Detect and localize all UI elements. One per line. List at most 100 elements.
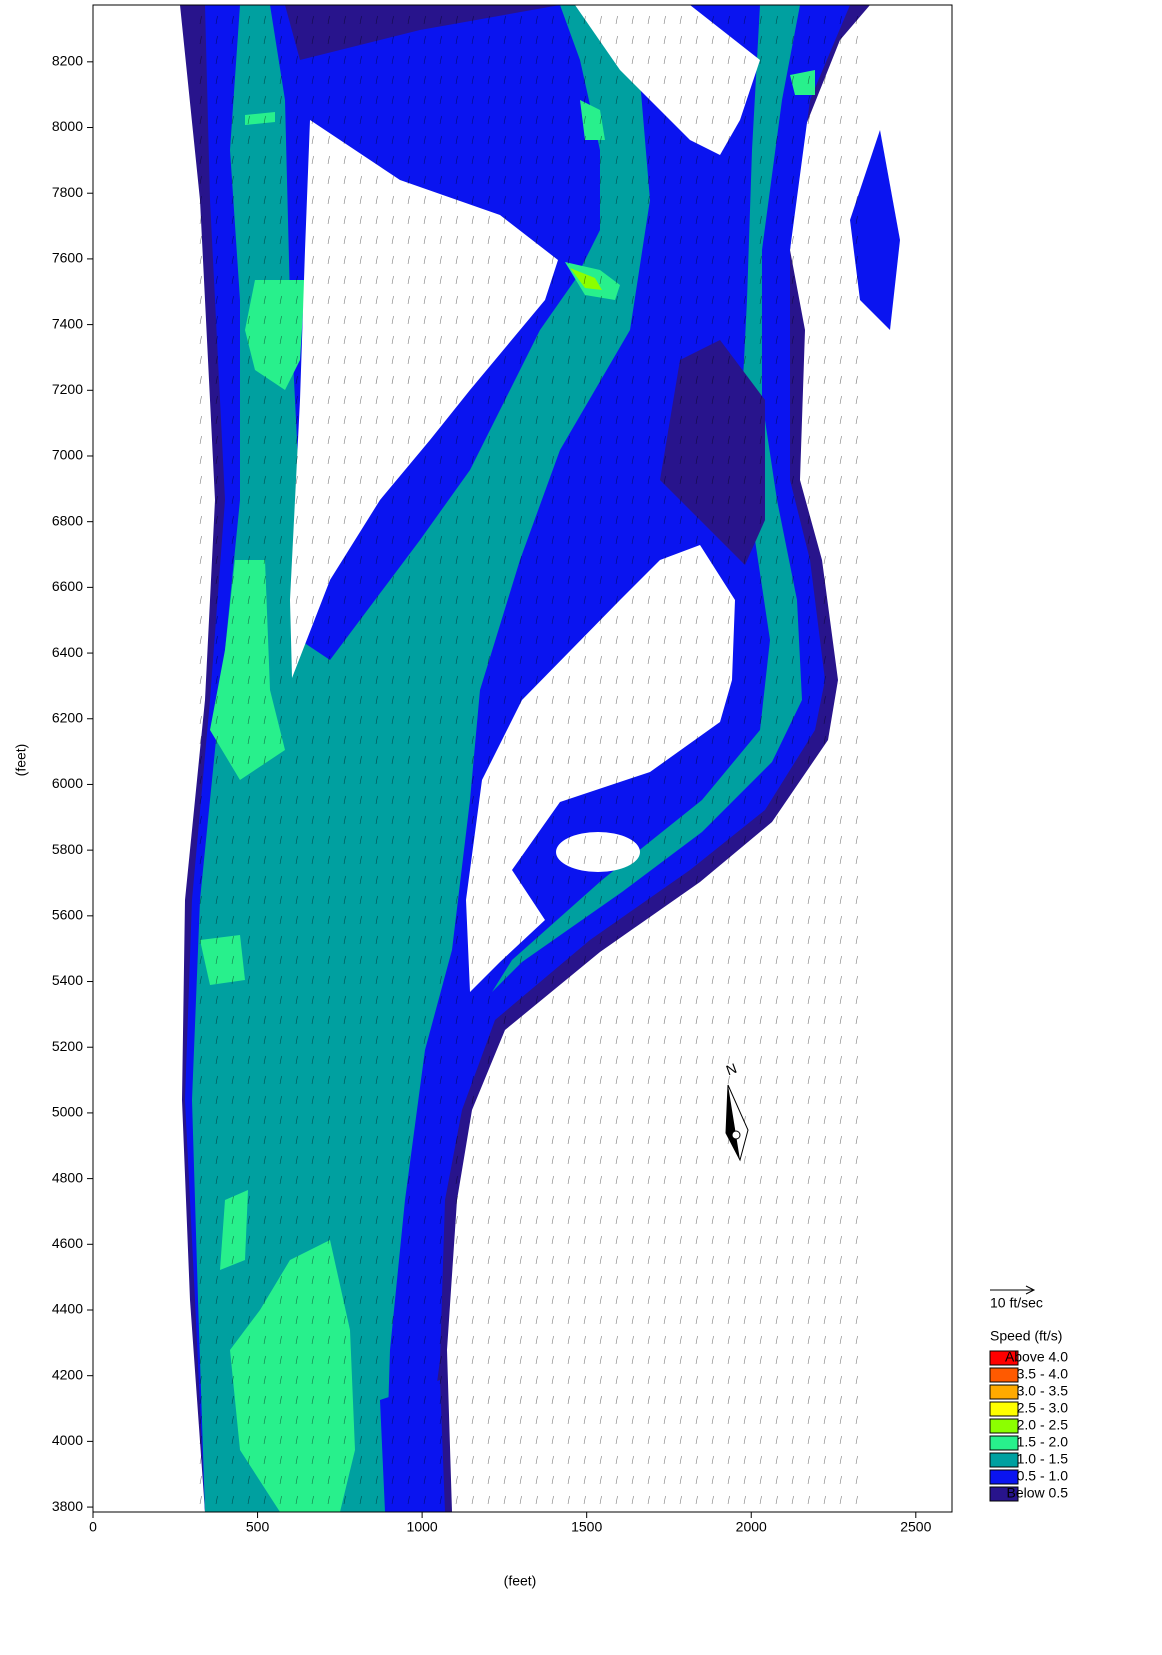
legend-label: 1.0 - 1.5 — [1017, 1451, 1069, 1467]
velocity-vector — [648, 1056, 650, 1064]
velocity-vector — [200, 516, 202, 524]
velocity-vector — [616, 1296, 618, 1304]
velocity-vector — [664, 1456, 666, 1464]
velocity-vector — [856, 1096, 858, 1104]
velocity-vector — [520, 1216, 522, 1224]
velocity-vector — [200, 676, 202, 684]
velocity-vector — [824, 1416, 826, 1424]
velocity-vector — [200, 476, 202, 484]
velocity-vector — [840, 816, 842, 824]
velocity-vector — [536, 1216, 538, 1224]
velocity-vector — [584, 1396, 586, 1404]
velocity-vector — [712, 1176, 714, 1184]
velocity-vector — [856, 856, 858, 864]
velocity-vector — [856, 36, 858, 44]
velocity-vector — [552, 1156, 554, 1164]
velocity-vector — [616, 1236, 618, 1244]
velocity-vector — [664, 1136, 666, 1144]
velocity-vector — [760, 976, 762, 984]
velocity-vector — [536, 1176, 538, 1184]
velocity-vector — [744, 856, 746, 864]
velocity-vector — [840, 896, 842, 904]
velocity-vector — [760, 1356, 762, 1364]
velocity-vector — [712, 936, 714, 944]
y-tick-label: 5000 — [52, 1104, 83, 1120]
velocity-vector — [696, 1336, 698, 1344]
velocity-vector — [488, 1416, 490, 1424]
velocity-vector — [856, 496, 858, 504]
velocity-vector — [744, 1396, 746, 1404]
velocity-vector — [680, 1116, 682, 1124]
velocity-vector — [808, 236, 810, 244]
velocity-vector — [840, 476, 842, 484]
velocity-vector — [824, 376, 826, 384]
velocity-vector — [552, 1316, 554, 1324]
velocity-vector — [648, 1096, 650, 1104]
velocity-vector — [680, 1056, 682, 1064]
velocity-vector — [200, 396, 202, 404]
velocity-vector — [696, 1416, 698, 1424]
velocity-vector — [792, 1116, 794, 1124]
velocity-vector — [744, 936, 746, 944]
velocity-vector — [568, 1336, 570, 1344]
velocity-vector — [632, 1296, 634, 1304]
velocity-vector — [776, 1436, 778, 1444]
velocity-vector — [200, 636, 202, 644]
velocity-vector — [552, 1356, 554, 1364]
velocity-vector — [744, 1176, 746, 1184]
velocity-vector — [760, 1216, 762, 1224]
velocity-vector — [792, 1336, 794, 1344]
velocity-vector — [712, 976, 714, 984]
velocity-vector — [552, 1076, 554, 1084]
velocity-vector — [472, 1336, 474, 1344]
velocity-vector — [696, 1436, 698, 1444]
velocity-vector — [632, 1136, 634, 1144]
x-tick-label: 1500 — [571, 1519, 602, 1535]
velocity-vector — [856, 676, 858, 684]
velocity-vector — [808, 896, 810, 904]
velocity-vector — [616, 1496, 618, 1504]
velocity-vector — [664, 916, 666, 924]
velocity-vector — [472, 1276, 474, 1284]
y-tick-label: 6400 — [52, 644, 83, 660]
velocity-vector — [808, 396, 810, 404]
velocity-vector — [584, 1476, 586, 1484]
velocity-vector — [856, 376, 858, 384]
velocity-vector — [696, 956, 698, 964]
velocity-vector — [824, 136, 826, 144]
velocity-vector — [824, 1236, 826, 1244]
velocity-vector — [808, 316, 810, 324]
velocity-vector — [632, 976, 634, 984]
velocity-vector — [840, 956, 842, 964]
velocity-vector — [664, 1016, 666, 1024]
legend-swatch — [990, 1436, 1018, 1450]
velocity-vector — [824, 976, 826, 984]
velocity-vector — [744, 1276, 746, 1284]
velocity-vector — [616, 1176, 618, 1184]
velocity-vector — [824, 1376, 826, 1384]
velocity-vector — [744, 1056, 746, 1064]
velocity-vector — [696, 1316, 698, 1324]
velocity-vector — [808, 1176, 810, 1184]
velocity-vector — [824, 516, 826, 524]
velocity-vector — [552, 1456, 554, 1464]
velocity-vector — [792, 976, 794, 984]
velocity-vector — [760, 1256, 762, 1264]
y-tick-label: 6800 — [52, 512, 83, 528]
velocity-vector — [520, 1036, 522, 1044]
velocity-vector — [728, 1276, 730, 1284]
velocity-vector — [584, 1076, 586, 1084]
velocity-vector — [808, 136, 810, 144]
velocity-vector — [824, 1076, 826, 1084]
velocity-vector — [200, 536, 202, 544]
velocity-vector — [856, 1076, 858, 1084]
velocity-vector — [456, 1376, 458, 1384]
velocity-vector — [584, 1336, 586, 1344]
region-0-5 — [850, 130, 900, 330]
velocity-vector — [664, 1216, 666, 1224]
velocity-vector — [472, 1396, 474, 1404]
north-arrow: N — [724, 1060, 748, 1160]
velocity-vector — [472, 1456, 474, 1464]
velocity-vector — [488, 1436, 490, 1444]
velocity-vector — [792, 876, 794, 884]
